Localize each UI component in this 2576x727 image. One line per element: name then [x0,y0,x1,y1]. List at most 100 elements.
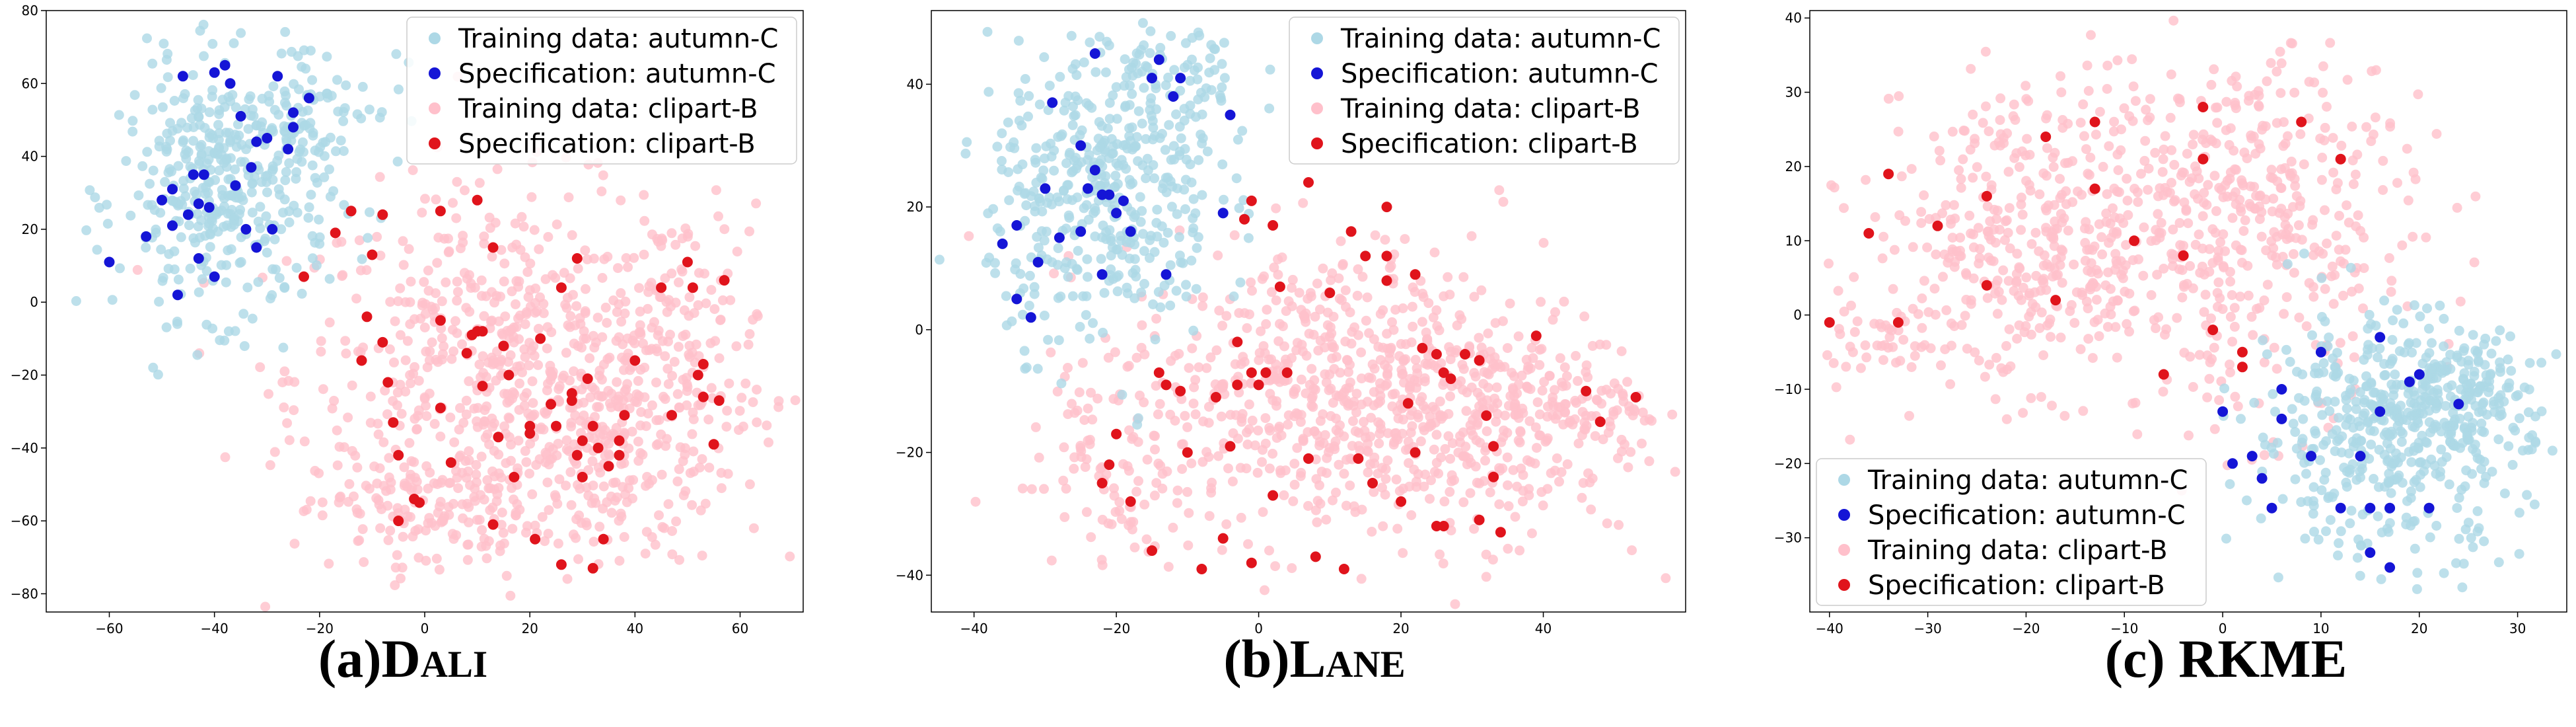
training-point-clipart [1986,235,1996,245]
training-point-autumn [268,81,279,92]
training-point-clipart [2347,331,2358,342]
training-point-autumn [2445,420,2455,431]
training-point-autumn [1122,282,1132,293]
training-point-autumn [1073,246,1083,256]
training-point-autumn [2281,344,2291,355]
training-point-clipart [1968,109,1978,120]
training-point-clipart [2021,272,2032,283]
training-point-autumn [2409,410,2419,421]
training-point-autumn [2452,503,2462,514]
training-point-clipart [2293,220,2304,231]
training-point-clipart [1150,444,1160,455]
training-point-clipart [1331,487,1341,498]
training-point-clipart [2452,202,2462,213]
spec-point-autumn [1089,165,1100,176]
x-tick-label: 20 [521,621,538,636]
training-point-clipart [732,247,742,257]
legend-marker [1838,509,1850,521]
training-point-clipart [1883,93,1894,104]
training-point-clipart [624,475,635,486]
training-point-autumn [1138,229,1148,239]
training-point-clipart [2385,118,2396,128]
training-point-clipart [420,194,430,204]
training-point-autumn [1174,232,1184,243]
training-point-clipart [1471,435,1482,445]
training-point-clipart [1435,549,1445,560]
training-point-clipart [2102,60,2113,71]
training-point-clipart [563,320,573,330]
training-point-autumn [1009,143,1020,153]
training-point-clipart [1554,477,1564,487]
training-point-clipart [384,344,395,354]
spec-point-clipart [509,471,520,482]
training-point-clipart [2157,167,2168,177]
training-point-clipart [1374,438,1384,449]
training-point-clipart [1279,490,1289,500]
training-point-clipart [2269,227,2279,237]
training-point-clipart [2316,174,2327,185]
training-point-clipart [1264,463,1275,474]
training-point-autumn [204,107,215,118]
training-point-autumn [273,150,284,161]
training-point-autumn [364,104,375,115]
training-point-autumn [1160,145,1170,155]
training-point-clipart [571,459,582,469]
training-point-autumn [2425,385,2435,395]
training-point-clipart [1413,412,1423,423]
training-point-autumn [1188,194,1199,204]
training-point-clipart [472,515,482,525]
training-point-clipart [1579,417,1590,428]
training-point-clipart [2141,104,2151,115]
training-point-clipart [2069,318,2080,328]
training-point-clipart [2057,217,2067,228]
training-point-clipart [2188,283,2198,293]
training-point-autumn [1099,287,1110,298]
training-point-clipart [2207,136,2217,146]
training-point-clipart [1382,455,1393,466]
training-point-clipart [2177,292,2188,303]
training-point-clipart [479,239,489,249]
training-point-clipart [2257,124,2268,135]
training-point-clipart [1526,342,1537,353]
training-point-clipart [682,400,692,410]
training-point-clipart [1221,311,1232,321]
training-point-clipart [351,504,362,515]
training-point-clipart [562,574,573,584]
training-point-autumn [247,104,258,115]
training-point-autumn [2462,383,2473,393]
spec-point-autumn [2306,451,2316,462]
training-point-clipart [1925,343,1936,354]
training-point-autumn [2377,398,2388,408]
training-point-clipart [489,297,499,308]
training-point-autumn [2388,390,2399,401]
training-point-clipart [2225,360,2235,369]
training-point-clipart [713,211,723,221]
training-point-clipart [2071,287,2082,297]
training-point-autumn [2355,570,2365,581]
spec-point-autumn [2276,413,2287,424]
spec-point-autumn [2315,346,2326,358]
training-point-clipart [1162,466,1172,477]
training-point-clipart [2225,167,2236,178]
training-point-clipart [519,344,530,354]
training-point-clipart [1265,389,1275,399]
spec-point-clipart [555,282,567,293]
training-point-clipart [480,432,491,443]
training-point-clipart [2211,102,2221,113]
training-point-clipart [2159,264,2169,274]
training-point-clipart [1353,264,1363,274]
spec-point-autumn [997,238,1008,249]
training-point-clipart [1622,377,1633,387]
y-tick-label: −10 [1774,381,1802,397]
spec-point-clipart [1410,269,1421,280]
training-point-clipart [1334,459,1344,470]
training-point-autumn [1069,111,1079,121]
training-point-clipart [717,295,728,305]
spec-point-clipart [1268,490,1279,501]
training-point-autumn [1145,26,1156,36]
training-point-clipart [1997,295,2007,305]
training-point-autumn [163,264,174,274]
training-point-autumn [2336,447,2347,458]
training-point-clipart [1312,278,1322,289]
training-point-clipart [398,260,409,270]
